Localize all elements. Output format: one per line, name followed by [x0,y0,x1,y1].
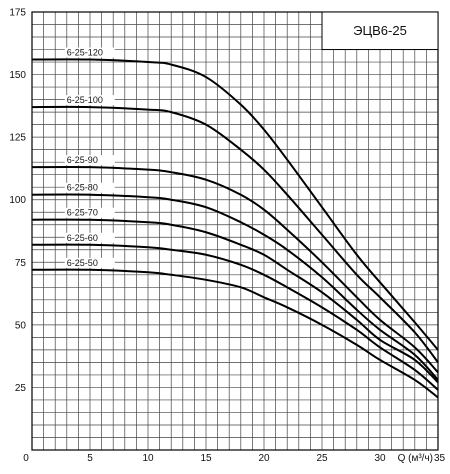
series-label-background [64,155,115,166]
series-label: 6-25-80 [67,183,98,193]
y-tick-label: 50 [15,320,27,331]
series-label: 6-25-100 [67,95,103,105]
series-line [31,243,439,391]
grid [31,11,439,451]
series-line [31,218,439,384]
axes: 25 50 75 100 125 150 175 0 5 10 15 20 25 30 35Q (м³/ч) [9,8,445,465]
y-tick-label: 150 [9,70,26,81]
y-tick-label: 25 [15,383,27,394]
y-tick-label: 175 [9,8,26,19]
series-labels: 6-25-120 6-25-100 6-25-90 6-25-80 6-25-70 6-2… [64,47,115,268]
x-axis-label: Q (м³/ч) [398,453,433,464]
series-label-background [64,232,115,243]
series-label: 6-25-60 [67,233,98,243]
x-tick-label: 20 [258,453,270,464]
x-tick-label: 25 [316,453,328,464]
series-line [31,193,439,381]
title-box-frame [321,11,439,51]
series-label-background [64,257,115,268]
series-label: 6-25-90 [67,155,98,165]
x-tick-label: 30 [374,453,386,464]
series-line [31,105,439,364]
series-line [31,268,439,399]
x-tick-label: 0 [23,453,29,464]
series-line [31,165,439,374]
plot-frame [31,11,439,451]
series-label: 6-25-120 [67,48,103,58]
series-label-background [64,95,115,106]
curves [31,58,439,399]
x-tick-label: 10 [142,453,154,464]
x-tick-label: 5 [87,453,93,464]
series-label-background [64,182,115,193]
y-tick-label: 100 [9,195,26,206]
y-tick-label: 125 [9,133,26,144]
chart-title: ЭЦВ6-25 [353,23,407,38]
x-tick-label: 35 [434,453,446,464]
series-label: 6-25-50 [67,258,98,268]
y-tick-label: 75 [15,258,27,269]
x-tick-label: 15 [200,453,212,464]
series-label: 6-25-70 [67,208,98,218]
series-label-background [64,207,115,218]
series-line [31,58,439,351]
series-label-background [64,47,115,58]
title-box: ЭЦВ6-25 [321,11,439,51]
